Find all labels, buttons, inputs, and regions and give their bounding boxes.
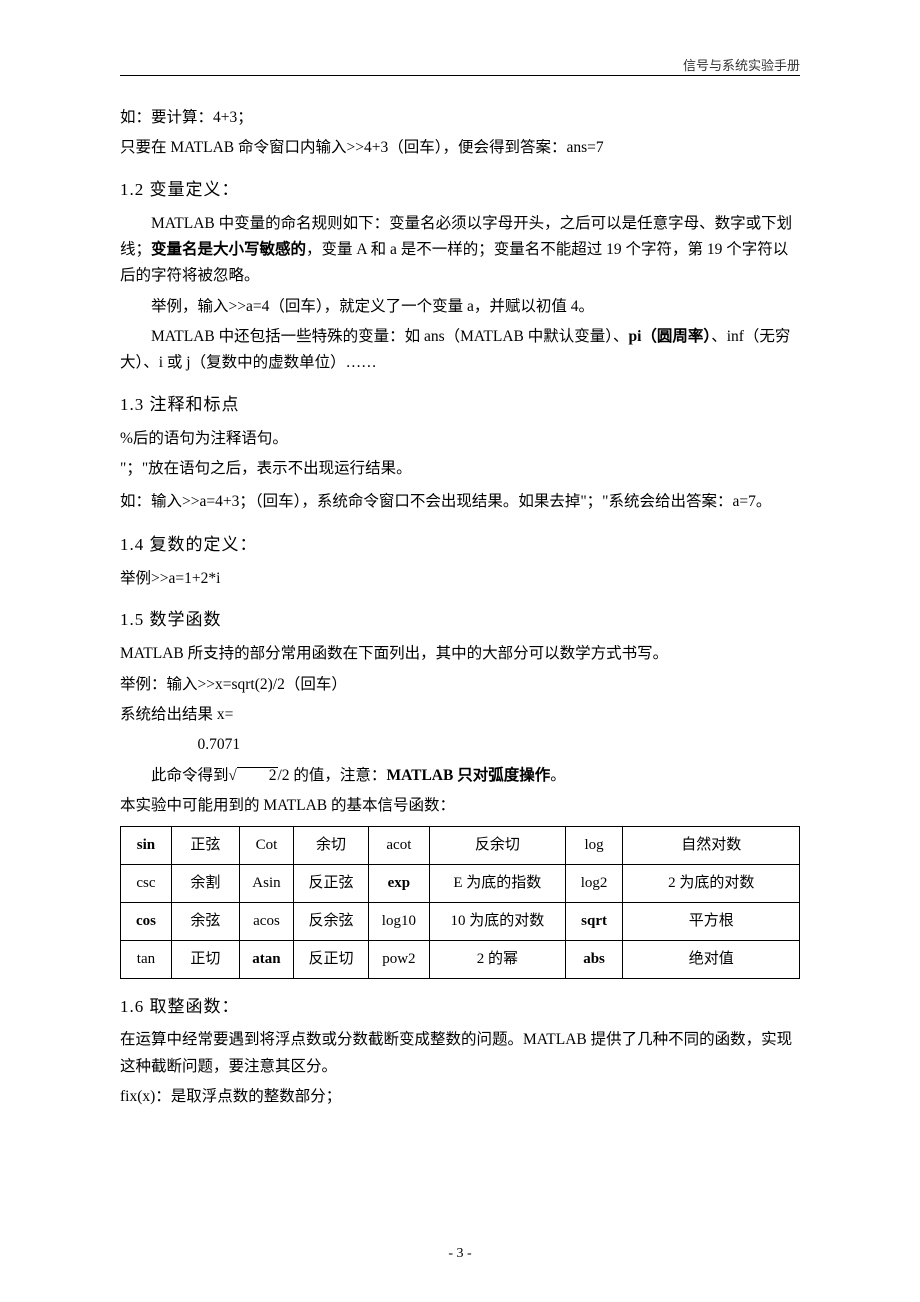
table-cell: atan	[239, 940, 293, 978]
section-1-6-p1: 在运算中经常要遇到将浮点数或分数截断变成整数的问题。MATLAB 提供了几种不同…	[120, 1027, 800, 1080]
section-1-5-heading: 1.5 数学函数	[120, 606, 800, 635]
table-cell: 绝对值	[623, 940, 800, 978]
table-cell: sqrt	[565, 902, 623, 940]
table-row: csc余割Asin反正弦expE 为底的指数log22 为底的对数	[121, 864, 800, 902]
section-1-6-num: 1.6	[120, 997, 144, 1016]
section-1-4-heading: 1.4 复数的定义：	[120, 531, 800, 560]
section-1-5-p2: 举例：输入>>x=sqrt(2)/2（回车）	[120, 672, 800, 698]
table-cell: 正切	[171, 940, 239, 978]
sqrt-icon: √	[229, 768, 237, 784]
table-cell: 平方根	[623, 902, 800, 940]
section-1-6-heading: 1.6 取整函数：	[120, 993, 800, 1022]
text-span: /2 的值，注意：	[278, 767, 387, 784]
section-1-5-p3: 系统给出结果 x=	[120, 702, 800, 728]
section-1-3-heading: 1.3 注释和标点	[120, 391, 800, 420]
table-cell: Asin	[239, 864, 293, 902]
section-1-5-p1: MATLAB 所支持的部分常用函数在下面列出，其中的大部分可以数学方式书写。	[120, 641, 800, 667]
section-1-4-text: 复数的定义：	[144, 535, 257, 554]
section-1-5-p3-value: 0.7071	[120, 732, 800, 758]
section-1-5-p5: 本实验中可能用到的 MATLAB 的基本信号函数：	[120, 793, 800, 819]
section-1-6-text: 取整函数：	[144, 997, 239, 1016]
table-cell: 余割	[171, 864, 239, 902]
bold-text: MATLAB 只对弧度操作	[386, 767, 550, 784]
section-1-3-p3: 如：输入>>a=4+3；（回车），系统命令窗口不会出现结果。如果去掉"；"系统会…	[120, 486, 800, 517]
header-rule	[120, 75, 800, 76]
table-cell: pow2	[368, 940, 429, 978]
text-span: 。	[550, 767, 566, 784]
table-cell: abs	[565, 940, 623, 978]
section-1-5-num: 1.5	[120, 610, 144, 629]
table-cell: 余切	[294, 826, 369, 864]
table-cell: 10 为底的对数	[429, 902, 565, 940]
table-cell: 反余切	[429, 826, 565, 864]
table-cell: log2	[565, 864, 623, 902]
section-1-2-text: 变量定义：	[144, 180, 239, 199]
section-1-4-num: 1.4	[120, 535, 144, 554]
table-cell: 2 为底的对数	[623, 864, 800, 902]
intro-line-2: 只要在 MATLAB 命令窗口内输入>>4+3（回车），便会得到答案：ans=7	[120, 135, 800, 161]
table-cell: 反正切	[294, 940, 369, 978]
bold-text: pi（圆周率）	[629, 328, 712, 345]
table-cell: 自然对数	[623, 826, 800, 864]
table-cell: 2 的幂	[429, 940, 565, 978]
table-cell: 反余弦	[294, 902, 369, 940]
header-title: 信号与系统实验手册	[683, 55, 800, 74]
text-span: 此命令得到	[151, 767, 229, 784]
section-1-4-p1: 举例>>a=1+2*i	[120, 566, 800, 592]
text-span: MATLAB 中还包括一些特殊的变量：如 ans（MATLAB 中默认变量）、	[151, 328, 629, 345]
page: 信号与系统实验手册 如：要计算：4+3； 只要在 MATLAB 命令窗口内输入>…	[0, 0, 920, 1302]
section-1-6-p2: fix(x)：是取浮点数的整数部分；	[120, 1084, 800, 1110]
section-1-2-p1: MATLAB 中变量的命名规则如下：变量名必须以字母开头，之后可以是任意字母、数…	[120, 211, 800, 290]
content: 如：要计算：4+3； 只要在 MATLAB 命令窗口内输入>>4+3（回车），便…	[120, 105, 800, 1110]
function-table: sin正弦Cot余切acot反余切log自然对数csc余割Asin反正弦expE…	[120, 826, 800, 979]
section-1-2-heading: 1.2 变量定义：	[120, 176, 800, 205]
table-cell: log10	[368, 902, 429, 940]
table-cell: acos	[239, 902, 293, 940]
table-cell: sin	[121, 826, 172, 864]
section-1-3-num: 1.3	[120, 395, 144, 414]
bold-text: 变量名是大小写敏感的	[151, 241, 306, 258]
section-1-3-p2: "；"放在语句之后，表示不出现运行结果。	[120, 456, 800, 482]
intro-line-1: 如：要计算：4+3；	[120, 105, 800, 131]
table-cell: 余弦	[171, 902, 239, 940]
table-cell: E 为底的指数	[429, 864, 565, 902]
table-cell: tan	[121, 940, 172, 978]
section-1-2-p3: MATLAB 中还包括一些特殊的变量：如 ans（MATLAB 中默认变量）、p…	[120, 324, 800, 377]
table-row: cos余弦acos反余弦log1010 为底的对数sqrt平方根	[121, 902, 800, 940]
page-number: - 3 -	[0, 1246, 920, 1262]
section-1-5-p4: 此命令得到√2/2 的值，注意：MATLAB 只对弧度操作。	[120, 763, 800, 790]
table-cell: acot	[368, 826, 429, 864]
table-row: sin正弦Cot余切acot反余切log自然对数	[121, 826, 800, 864]
table-cell: 反正弦	[294, 864, 369, 902]
sqrt-radicand: 2	[237, 767, 278, 784]
table-cell: exp	[368, 864, 429, 902]
section-1-2-p2: 举例，输入>>a=4（回车），就定义了一个变量 a，并赋以初值 4。	[120, 294, 800, 320]
table-row: tan正切atan反正切pow22 的幂abs绝对值	[121, 940, 800, 978]
table-cell: cos	[121, 902, 172, 940]
table-cell: Cot	[239, 826, 293, 864]
section-1-5-text: 数学函数	[144, 610, 221, 629]
section-1-3-text: 注释和标点	[144, 395, 239, 414]
section-1-2-num: 1.2	[120, 180, 144, 199]
table-cell: log	[565, 826, 623, 864]
section-1-3-p1: %后的语句为注释语句。	[120, 426, 800, 452]
table-cell: 正弦	[171, 826, 239, 864]
table-cell: csc	[121, 864, 172, 902]
